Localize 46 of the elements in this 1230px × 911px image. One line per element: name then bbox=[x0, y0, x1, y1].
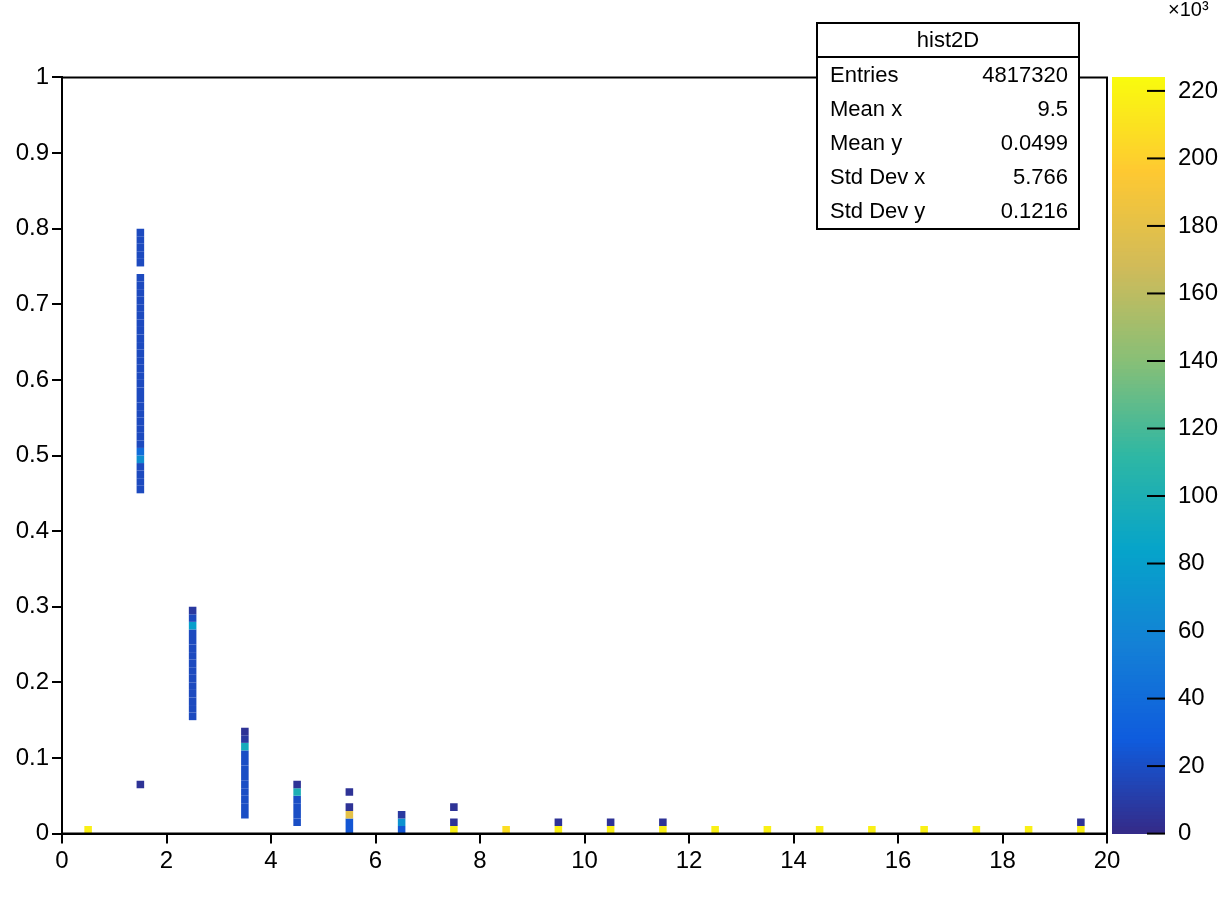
y-tick-label: 0.7 bbox=[15, 288, 49, 316]
y-tick-label: 0.5 bbox=[15, 440, 49, 468]
annotation: 0.0499 bbox=[1000, 130, 1068, 156]
text: hist2D bbox=[818, 24, 1078, 58]
x-tick-label: 10 bbox=[571, 845, 598, 873]
color-bar-title: ×10³ bbox=[1168, 0, 1209, 20]
color-bar-label: 200 bbox=[1178, 143, 1219, 171]
y-tick-label: 0 bbox=[35, 818, 49, 846]
annotation: Mean y bbox=[830, 130, 903, 156]
color-bar-label: 80 bbox=[1178, 548, 1205, 576]
y-tick-label: 0.8 bbox=[15, 213, 49, 241]
y-tick-label: 0.3 bbox=[15, 591, 49, 619]
y-tick-label: 1 bbox=[35, 62, 49, 90]
y-tick-label: 0.2 bbox=[15, 666, 49, 694]
color-bar-label: 20 bbox=[1178, 750, 1205, 778]
color-bar-label: 100 bbox=[1178, 480, 1219, 508]
x-tick-label: 14 bbox=[780, 845, 807, 873]
color-bar-label: 160 bbox=[1178, 278, 1219, 306]
x-tick-label: 0 bbox=[55, 845, 69, 873]
annotation: Std Dev x bbox=[830, 164, 926, 190]
x-tick-label: 6 bbox=[368, 845, 383, 873]
annotation: Std Dev y bbox=[830, 198, 926, 224]
color-bar-label: 40 bbox=[1178, 683, 1205, 711]
color-bar-label: 140 bbox=[1178, 345, 1219, 373]
color-bar-label: 220 bbox=[1178, 75, 1219, 103]
y-tick-label: 0.4 bbox=[15, 515, 49, 543]
x-tick-label: 20 bbox=[1093, 845, 1121, 873]
annotation: 5.766 bbox=[1012, 164, 1068, 190]
y-tick-label: 0.9 bbox=[15, 137, 49, 165]
annotation: Entries bbox=[830, 62, 899, 88]
y-tick-label: 0.6 bbox=[15, 364, 49, 392]
annotation: 0.1216 bbox=[1000, 198, 1068, 224]
x-tick-label: 2 bbox=[159, 845, 174, 873]
color-bar-label: 60 bbox=[1178, 615, 1205, 643]
annotation: Mean x bbox=[830, 96, 903, 122]
annotation: 9.5 bbox=[1037, 96, 1068, 122]
x-tick-label: 4 bbox=[264, 845, 278, 873]
x-tick-label: 18 bbox=[989, 845, 1016, 873]
color-bar-label: 120 bbox=[1178, 413, 1219, 441]
x-tick-label: 12 bbox=[675, 845, 703, 873]
y-tick-label: 0.1 bbox=[15, 742, 49, 770]
x-tick-label: 8 bbox=[473, 845, 487, 873]
color-bar-label: 180 bbox=[1178, 210, 1219, 238]
x-tick-label: 16 bbox=[884, 845, 912, 873]
color-bar-label: 0 bbox=[1178, 818, 1192, 846]
annotation: 4817320 bbox=[982, 62, 1068, 88]
